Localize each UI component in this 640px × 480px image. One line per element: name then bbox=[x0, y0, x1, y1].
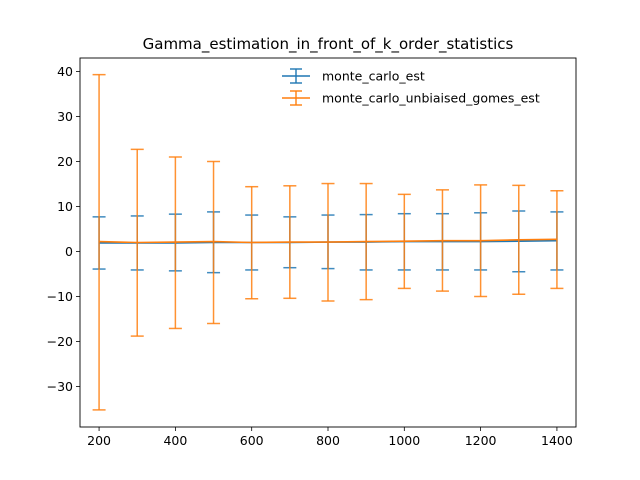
x-tick-label: 600 bbox=[240, 433, 264, 448]
y-tick-label: 30 bbox=[57, 109, 73, 124]
legend-series-2-label: monte_carlo_unbiaised_gomes_est bbox=[322, 91, 540, 106]
x-tick-label: 1200 bbox=[465, 433, 497, 448]
x-tick-label: 1400 bbox=[541, 433, 573, 448]
y-tick-label: 10 bbox=[57, 199, 73, 214]
plot-area: 200 400 600 800 1000 1200 1400 −30 −20 −10 0 10 20 30… bbox=[47, 57, 577, 448]
y-tick-label: 20 bbox=[57, 154, 73, 169]
legend-series-1-label: monte_carlo_est bbox=[322, 69, 425, 84]
axes-frame bbox=[79, 57, 577, 428]
y-tick-label: −10 bbox=[47, 289, 73, 304]
x-tick-label: 1000 bbox=[388, 433, 420, 448]
y-tick-label: −20 bbox=[47, 334, 73, 349]
x-tick-label: 400 bbox=[163, 433, 187, 448]
x-tick-label: 200 bbox=[87, 433, 111, 448]
y-tick-label: 40 bbox=[57, 64, 73, 79]
y-tick-label: 0 bbox=[65, 244, 73, 259]
x-tick-label: 800 bbox=[316, 433, 340, 448]
y-tick-label: −30 bbox=[47, 379, 73, 394]
chart-title: Gamma_estimation_in_front_of_k_order_sta… bbox=[143, 35, 514, 54]
series-2-line bbox=[99, 238, 557, 244]
